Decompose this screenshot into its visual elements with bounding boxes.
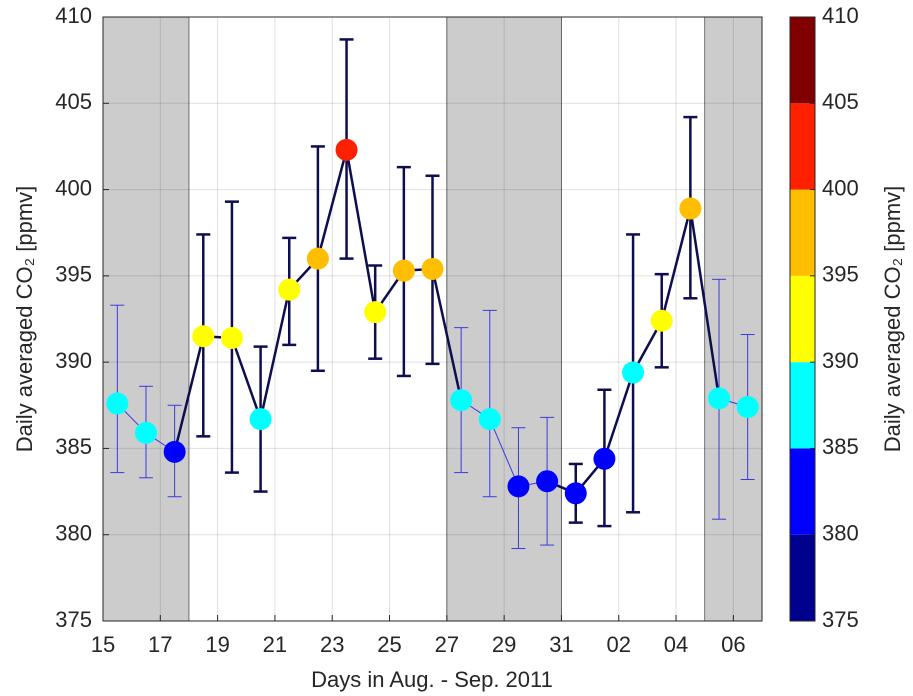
y-tick-label: 390 (55, 348, 92, 373)
x-tick-label: 19 (205, 632, 229, 657)
line-segment (689, 208, 721, 399)
point (134, 421, 157, 444)
point (278, 278, 301, 301)
point (249, 408, 272, 431)
line-segment (259, 289, 291, 420)
colorbar-tick-label: 375 (822, 607, 859, 632)
point (536, 470, 559, 493)
line-segment (489, 418, 519, 487)
point (622, 361, 645, 384)
point (736, 396, 759, 419)
colorbar-segment (790, 103, 815, 190)
y-axis-label: Daily averaged CO₂ [ppmv] (12, 186, 37, 453)
colorbar-segment (790, 362, 815, 449)
point (478, 408, 501, 431)
x-tick-label: 02 (606, 632, 630, 657)
colorbar-tick-label: 380 (822, 521, 859, 546)
y-tick-label: 385 (55, 434, 92, 459)
y-tick-label: 410 (55, 3, 92, 28)
colorbar-tick-label: 390 (822, 348, 859, 373)
colorbar-frame (789, 16, 816, 622)
point (306, 247, 329, 270)
x-tick-label: 29 (492, 632, 516, 657)
point (593, 447, 616, 470)
colorbar-tick-label: 410 (822, 3, 859, 28)
y-tick-label: 405 (55, 89, 92, 114)
x-tick-label: 04 (664, 632, 688, 657)
colorbar-tick-label: 385 (822, 434, 859, 459)
x-tick-label: 21 (263, 632, 287, 657)
line-segment (431, 268, 463, 401)
x-axis-label: Days in Aug. - Sep. 2011 (311, 667, 553, 692)
colorbar-tick-label: 395 (822, 262, 859, 287)
x-tick-label: 15 (91, 632, 115, 657)
colorbar-segment (790, 17, 815, 104)
plot-frame (102, 16, 763, 622)
shaded-region (704, 16, 763, 622)
shaded-region (102, 16, 190, 622)
point (163, 440, 186, 463)
line-segment (345, 149, 377, 313)
colorbar-label: Daily averaged CO₂ [ppmv] (880, 186, 905, 453)
point (564, 482, 587, 505)
point (507, 475, 530, 498)
colorbar-segment (790, 448, 815, 535)
point (106, 392, 129, 415)
x-tick-label: 23 (320, 632, 344, 657)
line-segment (660, 208, 692, 322)
line-segment (173, 335, 205, 453)
colorbar-segment (790, 534, 815, 621)
y-tick-label: 395 (55, 262, 92, 287)
point (650, 309, 673, 332)
x-tick-label: 06 (721, 632, 745, 657)
colorbar-tick-label: 405 (822, 89, 859, 114)
x-tick-label: 31 (549, 632, 573, 657)
line-segment (316, 149, 348, 259)
point (192, 325, 215, 348)
point (335, 138, 358, 161)
x-tick-label: 27 (435, 632, 459, 657)
shaded-region (446, 16, 562, 622)
point (679, 197, 702, 220)
line-segment (230, 337, 262, 420)
line-segment (603, 372, 635, 460)
point (421, 257, 444, 280)
point (392, 259, 415, 282)
colorbar-segment (790, 189, 815, 276)
y-tick-label: 375 (55, 607, 92, 632)
point (364, 301, 387, 324)
colorbar-tick-label: 400 (822, 175, 859, 200)
x-tick-label: 25 (377, 632, 401, 657)
colorbar-segment (790, 275, 815, 363)
y-tick-label: 400 (55, 175, 92, 200)
x-tick-label: 17 (148, 632, 172, 657)
y-tick-label: 380 (55, 521, 92, 546)
point (450, 389, 473, 412)
point (708, 387, 731, 410)
point (220, 326, 243, 349)
